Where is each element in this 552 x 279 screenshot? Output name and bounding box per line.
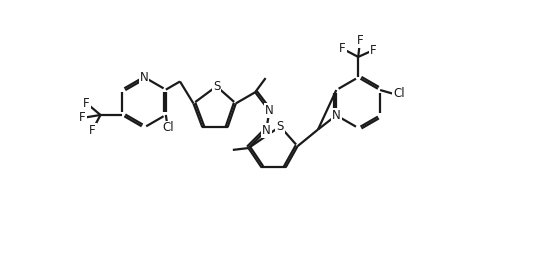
Text: F: F xyxy=(79,111,86,124)
Text: Cl: Cl xyxy=(393,87,405,100)
Text: F: F xyxy=(339,42,346,55)
Text: N: N xyxy=(140,71,148,83)
Text: S: S xyxy=(277,120,284,133)
Text: F: F xyxy=(89,124,95,137)
Text: S: S xyxy=(213,80,220,93)
Text: F: F xyxy=(83,97,89,110)
Text: F: F xyxy=(357,34,363,47)
Text: N: N xyxy=(265,104,274,117)
Text: N: N xyxy=(332,109,341,122)
Text: Cl: Cl xyxy=(162,121,173,134)
Text: N: N xyxy=(262,124,270,137)
Text: F: F xyxy=(370,44,376,57)
